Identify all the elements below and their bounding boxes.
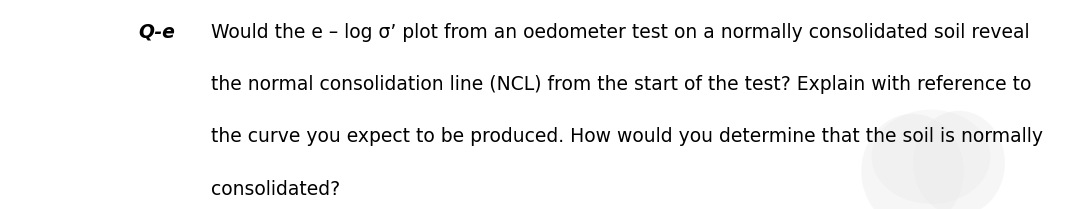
Text: the curve you expect to be produced. How would you determine that the soil is no: the curve you expect to be produced. How… xyxy=(211,127,1042,146)
Text: Would the e – log σ’ plot from an oedometer test on a normally consolidated soil: Would the e – log σ’ plot from an oedome… xyxy=(211,23,1029,42)
Text: Q-e: Q-e xyxy=(138,23,175,42)
Ellipse shape xyxy=(872,110,990,204)
Text: the normal consolidation line (NCL) from the start of the test? Explain with ref: the normal consolidation line (NCL) from… xyxy=(211,75,1031,94)
Ellipse shape xyxy=(862,114,963,209)
Ellipse shape xyxy=(914,111,1005,209)
Text: consolidated?: consolidated? xyxy=(211,180,340,199)
